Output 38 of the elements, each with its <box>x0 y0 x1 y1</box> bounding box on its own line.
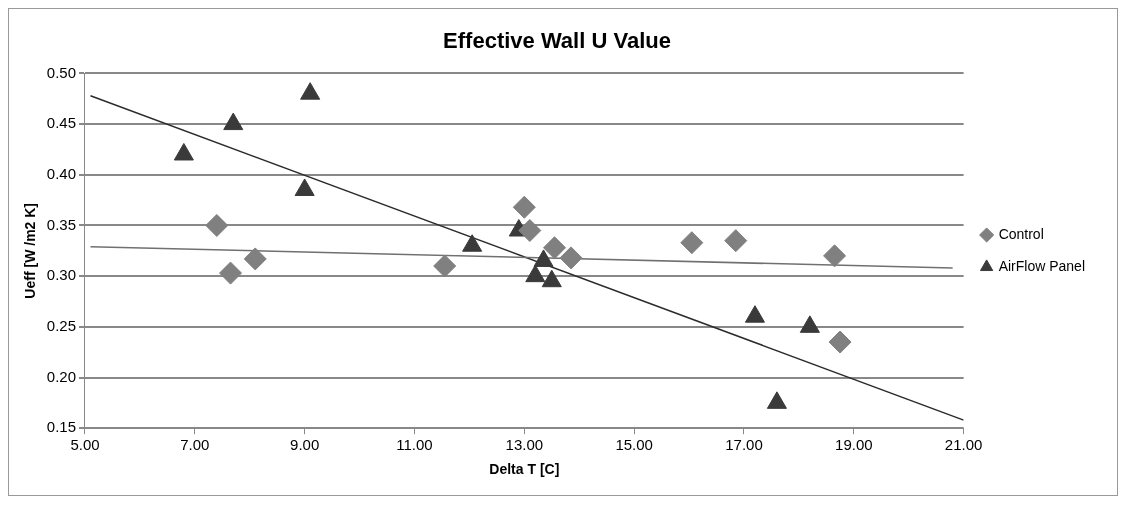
x-tick-label: 19.00 <box>835 436 873 454</box>
x-tick-label: 7.00 <box>180 436 210 454</box>
chart-title: Effective Wall U Value <box>443 28 671 54</box>
x-tick-label: 13.00 <box>505 436 544 454</box>
point <box>173 143 194 161</box>
y-tick-label: 0.40 <box>46 164 76 182</box>
y-tick-label: 0.15 <box>46 418 76 436</box>
legend-label: Control <box>998 225 1044 242</box>
point <box>518 219 542 243</box>
y-tick-label: 0.45 <box>46 114 76 132</box>
point <box>294 178 315 196</box>
y-tick-label: 0.25 <box>46 316 76 334</box>
y-tick-label: 0.20 <box>46 367 76 385</box>
point <box>433 254 457 278</box>
x-tick-label: 11.00 <box>396 436 433 454</box>
legend-label: AirFlow Panel <box>998 257 1086 274</box>
point <box>559 246 583 270</box>
point <box>828 330 852 354</box>
x-axis-title: Delta T [C] <box>489 461 560 478</box>
x-tick-label: 17.00 <box>725 436 763 454</box>
x-tick-label: 9.00 <box>290 436 320 454</box>
x-tick-label: 5.00 <box>70 436 100 454</box>
point <box>219 261 243 285</box>
x-tick-label: 15.00 <box>615 436 653 454</box>
point <box>724 229 748 253</box>
y-tick-label: 0.30 <box>46 266 76 284</box>
point <box>243 247 267 271</box>
y-axis-title: Ueff [W /m2 K] <box>22 202 39 299</box>
point <box>823 244 847 268</box>
y-tick-label: 0.35 <box>46 215 76 233</box>
point <box>512 195 536 219</box>
point <box>223 112 244 131</box>
point <box>543 236 567 260</box>
x-tick-label: 21.00 <box>944 436 983 454</box>
y-tick-label: 0.50 <box>46 63 76 81</box>
point <box>300 82 321 100</box>
point <box>680 231 704 255</box>
point <box>205 213 229 237</box>
